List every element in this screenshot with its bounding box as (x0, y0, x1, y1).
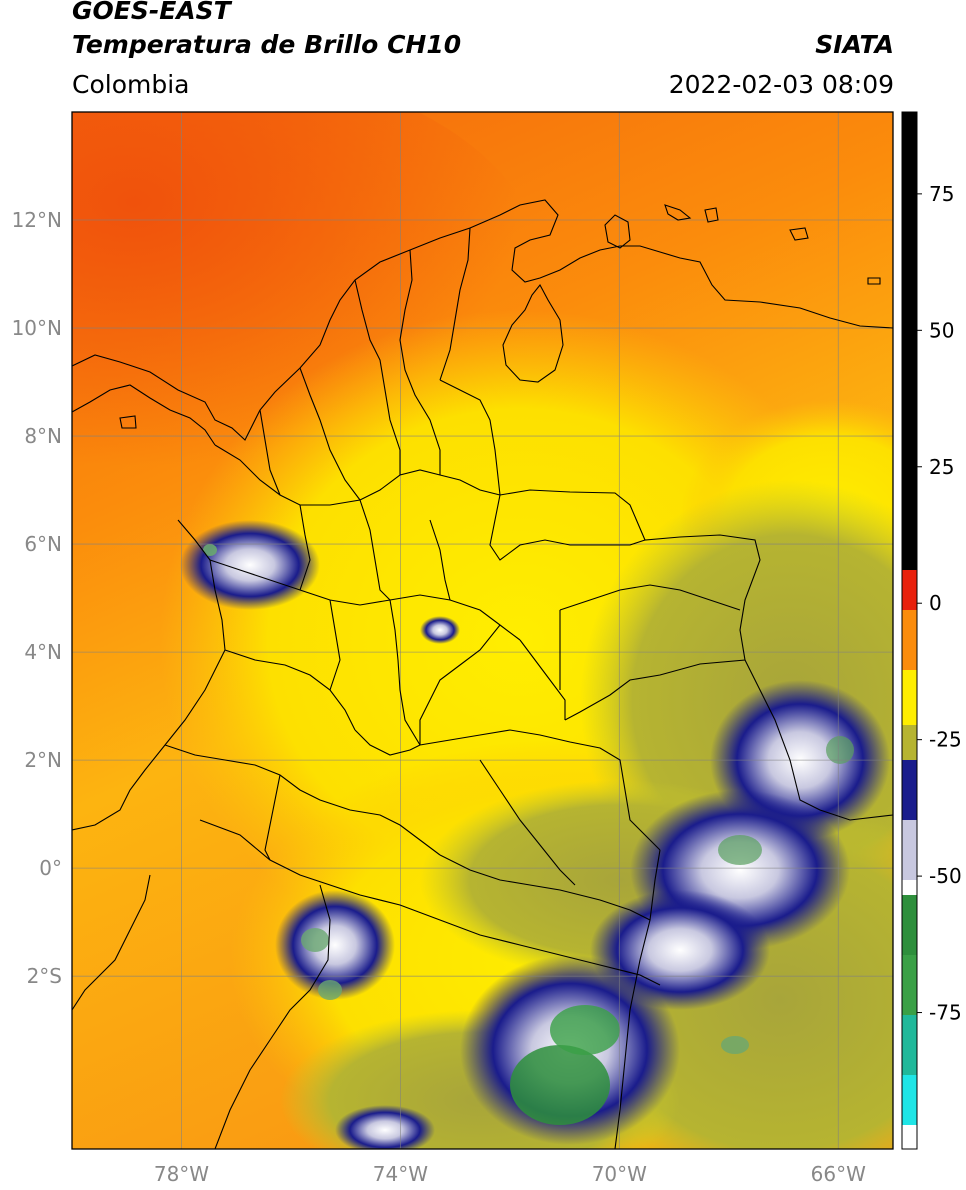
brand-label: SIATA (815, 30, 894, 59)
colorbar-tick-label: -75 (929, 1001, 962, 1025)
lat-tick-label: 4°N (24, 640, 62, 664)
longitude-labels: 78°W 74°W 70°W 66°W (154, 1162, 866, 1186)
datetime-label: 2022-02-03 08:09 (668, 70, 894, 99)
colorbar-light-segment (902, 820, 917, 880)
lat-tick-label: 8°N (24, 424, 62, 448)
colorbar-tick-label: -25 (929, 728, 962, 752)
lat-tick-label: 0° (39, 856, 62, 880)
map-frame (71, 111, 894, 1150)
brightness-temperature-imagery (72, 112, 893, 1149)
colorbar-green-segment (902, 895, 917, 955)
colorbar-frame (901, 111, 918, 1150)
product-title: Temperatura de Brillo CH10 (72, 30, 462, 59)
satellite-title: GOES-EAST (72, 0, 231, 25)
colorbar-navy-segment (902, 760, 917, 820)
colorbar-green2-segment (902, 955, 917, 1015)
colorbar-cyan-segment (902, 1075, 917, 1125)
lat-tick-label: 12°N (12, 208, 62, 232)
lon-tick-label: 70°W (592, 1162, 647, 1186)
colorbar-olive-segment (902, 725, 917, 760)
lat-tick-label: 2°N (24, 748, 62, 772)
colorbar-red-segment (902, 570, 917, 610)
colorbar-tick-label: 50 (929, 318, 954, 342)
colorbar-white-segment (902, 880, 917, 895)
lon-tick-label: 74°W (373, 1162, 428, 1186)
colorbar-tick-label: 75 (929, 182, 954, 206)
colorbar-tick-label: 0 (929, 591, 942, 615)
colorbar-tick-label: 25 (929, 455, 954, 479)
colorbar-yellow-segment (902, 670, 917, 725)
lat-tick-label: 10°N (12, 316, 62, 340)
lon-tick-label: 78°W (154, 1162, 209, 1186)
colorbar-teal-segment (902, 1015, 917, 1075)
country-borders (72, 199, 893, 1149)
colorbar-bottom-segment (902, 1125, 917, 1149)
colorbar-black-segment (902, 112, 917, 570)
colorbar-tick-label: -50 (929, 864, 962, 888)
lat-tick-label: 6°N (24, 532, 62, 556)
latitude-labels: 12°N 10°N 8°N 6°N 4°N 2°N 0° 2°S (12, 208, 62, 988)
lat-tick-label: 2°S (27, 964, 62, 988)
lon-tick-label: 66°W (811, 1162, 866, 1186)
region-label: Colombia (72, 70, 190, 99)
colorbar-orange-segment (902, 610, 917, 670)
colorbar (901, 111, 918, 1150)
colorbar-labels: 75 50 25 0 -25 -50 -75 (917, 182, 962, 1025)
